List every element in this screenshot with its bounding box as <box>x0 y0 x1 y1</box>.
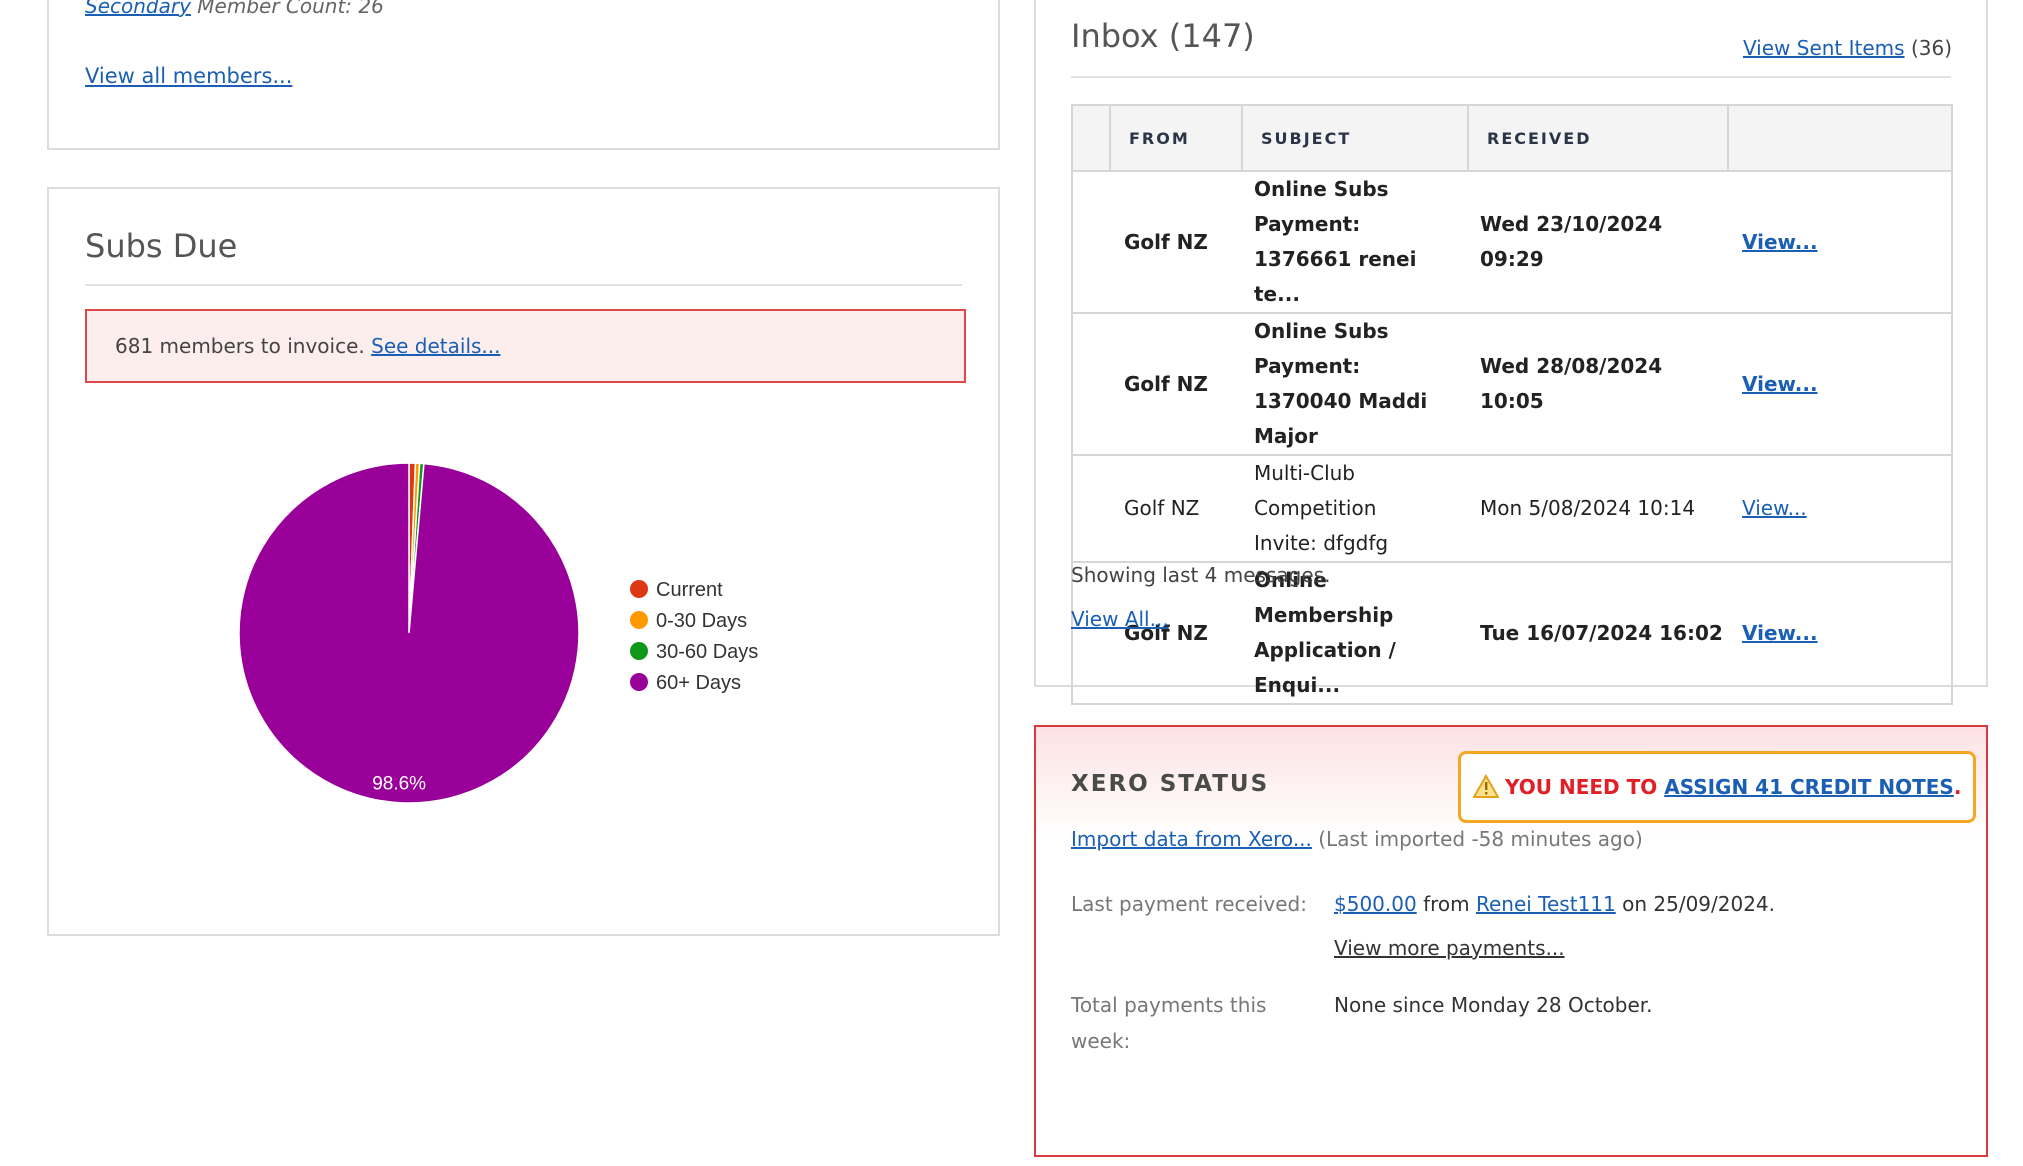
warning-icon <box>1472 773 1500 798</box>
table-row[interactable]: Golf NZ Online Subs Payment: 1376661 renei… <box>1072 171 1952 314</box>
row-select-cell <box>1072 171 1110 314</box>
view-message-link[interactable]: View... <box>1742 229 1818 254</box>
view-cell: View... <box>1728 171 1952 314</box>
legend-label[interactable]: 30-60 Days <box>656 641 758 663</box>
legend-marker <box>630 673 648 691</box>
view-message-link[interactable]: View... <box>1742 620 1818 645</box>
legend-label[interactable]: Current <box>656 579 723 601</box>
legend-label[interactable]: 60+ Days <box>656 672 741 694</box>
total-payments-value: None since Monday 28 October. <box>1334 993 1653 1017</box>
total-payments-label-line1: Total payments this <box>1071 993 1267 1017</box>
view-more-payments-link[interactable]: View more payments... <box>1334 936 1565 960</box>
subject-cell: Online Membership Application / Enqui... <box>1242 562 1468 704</box>
last-imported-note: (Last imported -58 minutes ago) <box>1318 827 1643 851</box>
payment-from-text: from <box>1423 892 1470 916</box>
subject-line-1: Online Subs Payment: <box>1254 177 1389 236</box>
table-row[interactable]: Golf NZ Online Membership Application / En… <box>1072 562 1952 704</box>
from-cell: Golf NZ <box>1110 313 1242 456</box>
payment-date-text: on 25/09/2024. <box>1622 892 1776 916</box>
view-message-link[interactable]: View... <box>1742 496 1807 520</box>
showing-text: Showing last 4 messages. <box>1071 563 1331 587</box>
member-count-text: Member Count: 26 <box>197 0 384 18</box>
sent-count: (36) <box>1910 36 1952 60</box>
from-column-header[interactable]: FROM <box>1110 105 1243 172</box>
subject-line-2: Invite: dfgdfg <box>1254 531 1389 555</box>
view-all-members-link[interactable]: View all members... <box>85 64 293 88</box>
subject-cell: Online Subs Payment: 1376661 renei te... <box>1242 171 1468 314</box>
legend-marker <box>630 611 648 629</box>
subject-cell: Multi-Club Competition Invite: dfgdfg <box>1242 455 1468 563</box>
subject-line-2: 1370040 Maddi Major <box>1254 389 1428 448</box>
subs-due-title: Subs Due <box>85 227 238 265</box>
received-line-2: 09:29 <box>1480 247 1544 271</box>
received-line-1: Tue 16/07/2024 16:02 <box>1480 620 1723 645</box>
see-details-link[interactable]: See details... <box>371 334 501 358</box>
received-line-1: Wed 23/10/2024 <box>1480 212 1663 236</box>
member-count-line: Secondary Member Count: 26 <box>85 0 384 18</box>
invoice-alert: 681 members to invoice. See details... <box>85 309 966 383</box>
assign-credit-notes-link[interactable]: ASSIGN 41 CREDIT NOTES <box>1664 775 1954 799</box>
subject-line-2: Application / Enqui... <box>1254 638 1396 697</box>
received-cell: Mon 5/08/2024 10:14 <box>1468 455 1728 563</box>
received-line-1: Wed 28/08/2024 <box>1480 354 1663 378</box>
from-cell: Golf NZ <box>1110 171 1242 314</box>
legend-marker <box>630 580 648 598</box>
inbox-title: Inbox (147) <box>1071 17 1255 55</box>
legend-marker <box>630 642 648 660</box>
view-cell: View... <box>1728 455 1952 563</box>
warning-prefix: YOU NEED TO <box>1505 775 1658 799</box>
total-payments-label: Total payments this week: <box>1071 987 1266 1059</box>
subject-line-1: Multi-Club Competition <box>1254 461 1377 520</box>
sent-items: View Sent Items (36) <box>1743 36 1952 60</box>
last-payment-label: Last payment received: <box>1071 892 1307 916</box>
subs-due-pie-chart: 98.6% Current 0-30 Days 30-60 Days 60+ Days <box>238 462 758 804</box>
action-column-header <box>1728 105 1952 172</box>
xero-status-title: XERO STATUS <box>1071 771 1270 797</box>
subject-column-header[interactable]: SUBJECT <box>1242 105 1469 172</box>
last-payment-value: $500.00 from Renei Test111 on 25/09/2024… <box>1334 886 1775 922</box>
subject-line-1: Online Membership <box>1254 568 1394 627</box>
subs-due-panel: Subs Due 681 members to invoice. See det… <box>47 187 1000 936</box>
inbox-table: FROM SUBJECT RECEIVED Golf NZ Online Subs… <box>1071 104 1953 705</box>
warning-suffix: . <box>1953 775 1962 799</box>
received-line-2: 10:05 <box>1480 389 1544 413</box>
total-payments-label-line2: week: <box>1071 1029 1131 1053</box>
view-cell: View... <box>1728 313 1952 456</box>
table-row[interactable]: Golf NZ Multi-Club Competition Invite: dfg… <box>1072 455 1952 563</box>
received-column-header[interactable]: RECEIVED <box>1468 105 1729 172</box>
subject-cell: Online Subs Payment: 1370040 Maddi Major <box>1242 313 1468 456</box>
received-cell: Wed 28/08/2024 10:05 <box>1468 313 1728 456</box>
table-header-row: FROM SUBJECT RECEIVED <box>1072 105 1952 172</box>
row-select-cell <box>1072 455 1110 563</box>
received-cell: Wed 23/10/2024 09:29 <box>1468 171 1728 314</box>
legend-label[interactable]: 0-30 Days <box>656 610 747 632</box>
xero-status-panel: XERO STATUS YOU NEED TO ASSIGN 41 CREDIT… <box>1034 725 1988 1157</box>
import-line: Import data from Xero... (Last imported … <box>1071 827 1643 851</box>
row-select-cell <box>1072 313 1110 456</box>
import-from-xero-link[interactable]: Import data from Xero... <box>1071 827 1312 851</box>
view-all-messages-link[interactable]: View All... <box>1071 607 1169 631</box>
inbox-panel: Inbox (147) View Sent Items (36) FROM SU… <box>1034 0 1988 705</box>
credit-notes-warning: YOU NEED TO ASSIGN 41 CREDIT NOTES. <box>1458 751 1976 823</box>
subject-line-1: Online Subs Payment: <box>1254 319 1389 378</box>
view-cell: View... <box>1728 562 1952 704</box>
divider <box>1071 76 1951 78</box>
pie-slice-60-days[interactable] <box>238 462 580 804</box>
select-column-header <box>1072 105 1111 172</box>
view-sent-items-link[interactable]: View Sent Items <box>1742 36 1905 60</box>
from-cell: Golf NZ <box>1110 455 1242 563</box>
members-panel: Secondary Member Count: 26 View all memb… <box>47 0 1000 150</box>
view-message-link[interactable]: View... <box>1742 371 1818 396</box>
pie-data-label: 98.6% <box>372 773 426 794</box>
invoice-alert-text: 681 members to invoice. <box>115 334 365 358</box>
payment-amount-link[interactable]: $500.00 <box>1334 892 1417 916</box>
secondary-link[interactable]: Secondary <box>85 0 191 18</box>
payer-name-link[interactable]: Renei Test111 <box>1475 892 1616 916</box>
table-row[interactable]: Golf NZ Online Subs Payment: 1370040 Maddi… <box>1072 313 1952 456</box>
received-line-1: Mon 5/08/2024 10:14 <box>1480 496 1696 520</box>
from-cell: Golf NZ <box>1124 620 1208 645</box>
divider <box>85 284 962 286</box>
received-cell: Tue 16/07/2024 16:02 <box>1468 562 1728 704</box>
subject-line-2: 1376661 renei te... <box>1254 247 1417 306</box>
